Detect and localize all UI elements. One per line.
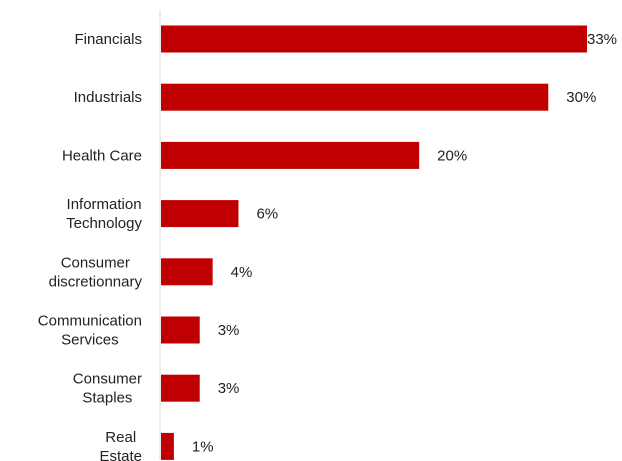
bar-4 [161, 258, 213, 286]
category-label-1-line-0: Industrials [74, 89, 142, 106]
value-label-6: 3% [218, 380, 240, 397]
value-label-5: 3% [218, 322, 240, 339]
bar-6 [161, 374, 200, 402]
bar-5 [161, 316, 200, 344]
value-labels-group: 33% 30% 20% 6% 4% 3% 3% 1% [192, 31, 617, 455]
bar-1 [161, 83, 549, 111]
category-label-4-line-1: discretionnary [49, 273, 143, 290]
category-label-7-line-1: Estate [99, 448, 142, 461]
category-label-3-line-1: Technology [66, 215, 142, 232]
category-label-5-line-0: Communication [38, 313, 142, 330]
value-label-1: 30% [566, 89, 596, 106]
category-label-3-line-0: Information [67, 196, 142, 213]
category-label-4-line-0: Consumer [61, 254, 130, 271]
value-label-7: 1% [192, 438, 214, 455]
value-label-3: 6% [256, 206, 278, 223]
bars-group [161, 25, 587, 460]
category-label-2-line-0: Health Care [62, 147, 142, 164]
category-label-7-line-0: Real [105, 429, 136, 446]
bar-7 [161, 432, 174, 460]
value-label-4: 4% [231, 264, 253, 281]
category-labels-group: Financials Industrials Health Care Informat… [38, 31, 143, 461]
category-label-6-line-1: Staples [82, 390, 132, 407]
value-label-0: 33% [587, 31, 617, 48]
category-label-5-line-1: Services [61, 332, 119, 349]
value-label-2: 20% [437, 147, 467, 164]
category-label-0-line-0: Financials [74, 31, 142, 48]
bar-2 [161, 141, 420, 169]
category-label-6-line-0: Consumer [73, 371, 142, 388]
bar-0 [161, 25, 587, 53]
bar-3 [161, 200, 239, 228]
